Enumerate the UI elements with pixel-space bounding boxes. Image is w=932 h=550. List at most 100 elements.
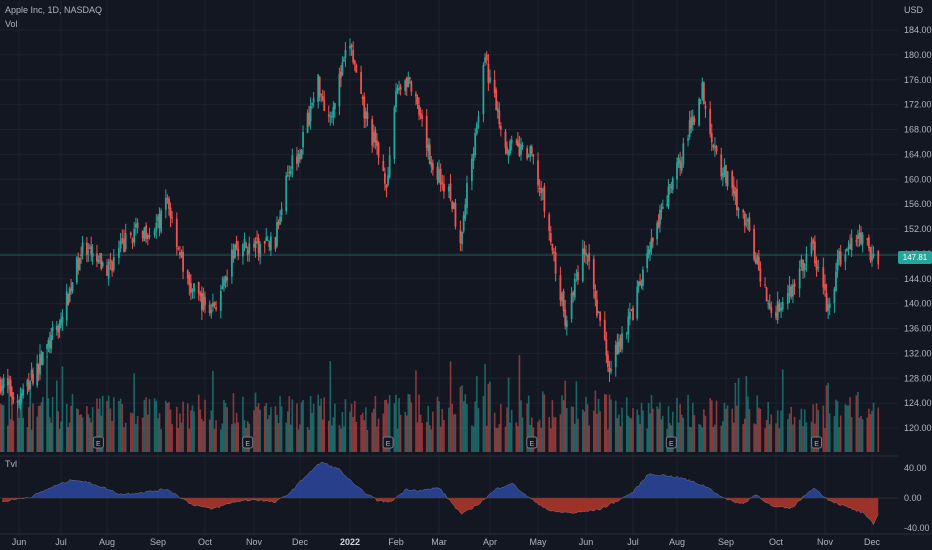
candle-body <box>197 282 200 294</box>
candle-body <box>441 182 444 184</box>
candle-body <box>215 307 217 310</box>
volume-bar <box>877 407 880 452</box>
candle-body <box>308 112 310 125</box>
volume-bar <box>436 396 439 452</box>
volume-bar <box>274 406 277 452</box>
volume-bar <box>466 403 468 452</box>
candle-body <box>742 210 745 213</box>
volume-bar <box>542 391 544 452</box>
candle-body <box>836 259 839 271</box>
candle-body <box>780 307 782 311</box>
volume-bar <box>827 382 829 452</box>
earnings-icon[interactable]: E <box>665 436 677 449</box>
tvl-axis[interactable]: 40.00 0.00 -40.00 <box>904 463 930 533</box>
candle-body <box>710 133 713 143</box>
volume-bar <box>71 394 74 452</box>
candle-body <box>477 116 480 123</box>
candle-body <box>129 232 132 236</box>
earnings-icon[interactable]: E <box>92 436 104 449</box>
volume-bar <box>318 405 321 452</box>
volume-bar <box>726 405 729 452</box>
candle-body <box>625 333 628 335</box>
earnings-icon[interactable]: E <box>242 436 254 449</box>
candle-body <box>798 268 801 289</box>
candle-body <box>254 240 257 249</box>
volume-bar <box>597 398 600 452</box>
time-axis[interactable]: Jun Jul Aug Sep Oct Nov Dec 2022 Feb Mar Apr May Jun… <box>12 537 881 547</box>
earnings-icon[interactable]: E <box>526 436 538 449</box>
candle-body <box>119 241 122 249</box>
volume-bar <box>141 417 144 452</box>
candle-body <box>98 256 101 258</box>
candle-body <box>212 303 214 307</box>
volume-bar <box>12 420 15 452</box>
volume-bar <box>232 393 235 452</box>
candle-body <box>732 185 735 194</box>
volume-bar <box>509 422 511 452</box>
volume-bar <box>866 417 869 452</box>
price-tick-label: 176.00 <box>904 75 932 85</box>
volume-bar <box>629 417 631 452</box>
volume-bar <box>277 422 280 452</box>
symbol-legend[interactable]: Apple Inc, 1D, NASDAQ <box>5 5 103 15</box>
candle-body <box>374 129 377 143</box>
volume-bar <box>756 395 759 452</box>
candle-body <box>768 303 771 308</box>
candle-body <box>123 239 125 253</box>
candle-body <box>667 186 670 207</box>
volume-bar <box>781 369 784 452</box>
candle-body <box>871 254 873 262</box>
volume-bar <box>471 425 473 452</box>
candle-body <box>143 227 146 242</box>
candle-body <box>775 312 777 318</box>
indicator-legend[interactable]: Tvl <box>5 459 17 469</box>
candle-body <box>680 163 683 171</box>
volume-legend[interactable]: Vol <box>5 19 18 29</box>
volume-bar <box>489 381 491 452</box>
candle-body <box>639 281 641 286</box>
candle-body <box>9 379 12 396</box>
candle-body <box>226 277 229 281</box>
volume-bar <box>28 407 30 452</box>
volume-bar <box>698 423 700 452</box>
candle-body <box>179 252 181 256</box>
candle-body <box>32 373 34 384</box>
volume-bar <box>504 426 507 452</box>
candle-body <box>691 116 694 125</box>
earnings-icon[interactable]: E <box>811 436 823 449</box>
candle-body <box>321 96 324 101</box>
volume-bar <box>286 411 289 452</box>
volume-bar <box>329 360 332 452</box>
volume-bar <box>564 380 566 452</box>
volume-bar <box>788 413 791 452</box>
price-axis[interactable]: 184.00 180.00 176.00 172.00 168.00 164.00 160.… <box>904 25 932 433</box>
volume-bar <box>1 405 3 452</box>
candle-body <box>805 253 808 263</box>
time-tick-label: Jul <box>55 537 67 547</box>
volume-bar <box>404 412 407 452</box>
volume-bar <box>11 398 13 452</box>
tvl-line <box>2 461 879 526</box>
candle-body <box>529 146 532 157</box>
candle-body <box>454 203 457 227</box>
volume-bar <box>60 421 62 452</box>
volume-bar <box>32 403 34 452</box>
candle-body <box>603 319 606 340</box>
volume-bar <box>299 424 301 452</box>
candle-body <box>285 175 288 212</box>
volume-bar <box>343 426 345 452</box>
earnings-icon[interactable]: E <box>382 436 394 449</box>
volume-bar <box>290 424 292 452</box>
volume-bar <box>332 417 335 452</box>
candle-body <box>274 237 277 250</box>
volume-bar <box>451 403 453 452</box>
candle-body <box>709 108 712 135</box>
volume-bar <box>121 404 124 452</box>
candle-body <box>312 98 315 103</box>
volume-bar <box>425 421 428 452</box>
candle-body <box>461 231 463 245</box>
candle-body <box>175 218 178 247</box>
candle-body <box>671 178 674 190</box>
